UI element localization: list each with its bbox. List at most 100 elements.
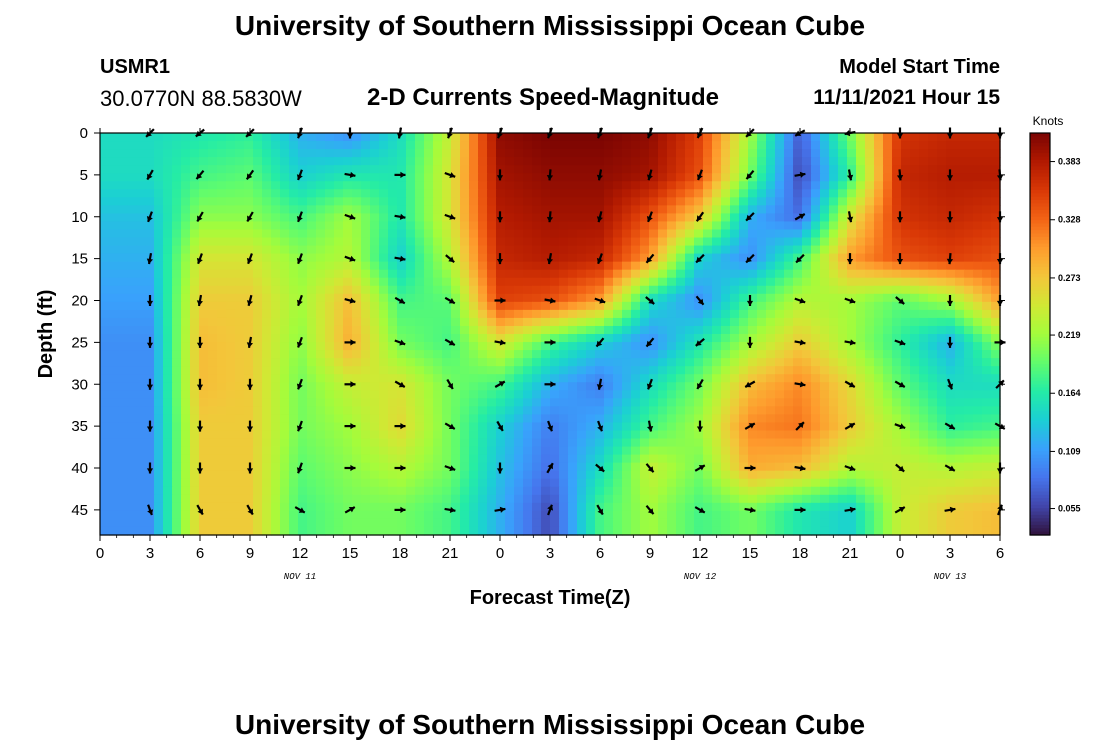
heatmap-cell — [946, 398, 956, 407]
heatmap-cell — [253, 205, 263, 214]
heatmap-cell — [163, 229, 173, 239]
heatmap-cell — [649, 213, 659, 223]
heatmap-cell — [694, 342, 704, 351]
heatmap-cell — [874, 486, 884, 496]
heatmap-cell — [424, 334, 434, 343]
heatmap-cell — [775, 285, 785, 295]
heatmap-cell — [379, 446, 389, 456]
heatmap-cell — [433, 205, 443, 214]
heatmap-cell — [433, 165, 443, 174]
heatmap-cell — [136, 277, 146, 287]
heatmap-cell — [307, 173, 317, 182]
heatmap-cell — [226, 510, 236, 520]
heatmap-cell — [829, 221, 839, 231]
heatmap-cell — [793, 189, 803, 198]
heatmap-cell — [775, 350, 785, 359]
heatmap-cell — [316, 414, 326, 424]
heatmap-cell — [181, 197, 191, 206]
heatmap-cell — [388, 422, 398, 432]
heatmap-cell — [325, 366, 335, 375]
heatmap-cell — [460, 526, 470, 536]
heatmap-cell — [964, 366, 974, 375]
heatmap-cell — [604, 189, 614, 198]
heatmap-cell — [757, 462, 767, 472]
heatmap-cell — [469, 285, 479, 295]
heatmap-cell — [244, 374, 254, 383]
heatmap-cell — [289, 189, 299, 198]
heatmap-cell — [424, 366, 434, 375]
heatmap-cell — [118, 470, 128, 480]
heatmap-cell — [784, 518, 794, 528]
heatmap-cell — [406, 462, 416, 472]
heatmap-cell — [550, 414, 560, 424]
heatmap-cell — [469, 173, 479, 182]
heatmap-cell — [658, 133, 668, 142]
heatmap-cell — [487, 245, 497, 255]
heatmap-cell — [325, 446, 335, 456]
heatmap-cell — [127, 277, 137, 287]
heatmap-cell — [559, 438, 569, 448]
heatmap-cell — [406, 430, 416, 440]
heatmap-cell — [730, 293, 740, 303]
heatmap-cell — [262, 430, 272, 440]
heatmap-cell — [208, 269, 218, 279]
heatmap-cell — [802, 213, 812, 223]
heatmap-cell — [433, 462, 443, 472]
heatmap-cell — [442, 165, 452, 174]
heatmap-cell — [946, 510, 956, 520]
heatmap-cell — [955, 269, 965, 279]
heatmap-cell — [649, 406, 659, 415]
heatmap-cell — [307, 221, 317, 231]
heatmap-cell — [208, 157, 218, 166]
heatmap-cell — [856, 253, 866, 263]
heatmap-cell — [280, 245, 290, 255]
heatmap-cell — [325, 518, 335, 528]
heatmap-cell — [604, 350, 614, 359]
heatmap-cell — [388, 398, 398, 407]
heatmap-cell — [622, 173, 632, 182]
heatmap-cell — [334, 494, 344, 504]
heatmap-cell — [973, 454, 983, 464]
heatmap-cell — [829, 245, 839, 255]
heatmap-cell — [352, 398, 362, 407]
heatmap-cell — [343, 510, 353, 520]
heatmap-cell — [595, 133, 605, 142]
heatmap-cell — [433, 221, 443, 231]
heatmap-cell — [820, 342, 830, 351]
heatmap-cell — [964, 309, 974, 319]
heatmap-cell — [190, 149, 200, 158]
heatmap-cell — [145, 438, 155, 448]
heatmap-cell — [910, 422, 920, 432]
heatmap-cell — [901, 237, 911, 247]
heatmap-cell — [901, 414, 911, 424]
heatmap-cell — [478, 526, 488, 536]
heatmap-cell — [568, 253, 578, 263]
heatmap-cell — [892, 470, 902, 480]
heatmap-cell — [361, 510, 371, 520]
heatmap-cell — [235, 197, 245, 206]
heatmap-cell — [271, 366, 281, 375]
heatmap-cell — [289, 374, 299, 383]
heatmap-cell — [316, 510, 326, 520]
heatmap-cell — [685, 197, 695, 206]
heatmap-cell — [289, 526, 299, 536]
heatmap-cell — [415, 510, 425, 520]
heatmap-cell — [109, 245, 119, 255]
heatmap-cell — [946, 366, 956, 375]
heatmap-cell — [649, 261, 659, 271]
heatmap-cell — [406, 438, 416, 448]
heatmap-cell — [109, 374, 119, 383]
heatmap-cell — [496, 133, 506, 142]
heatmap-cell — [145, 366, 155, 375]
heatmap-cell — [523, 317, 533, 327]
heatmap-cell — [874, 141, 884, 150]
heatmap-cell — [820, 317, 830, 327]
heatmap-cell — [568, 350, 578, 359]
heatmap-cell — [424, 245, 434, 255]
heatmap-cell — [910, 285, 920, 295]
heatmap-cell — [451, 390, 461, 399]
heatmap-cell — [658, 470, 668, 480]
heatmap-cell — [532, 181, 542, 190]
heatmap-cell — [397, 181, 407, 190]
heatmap-cell — [649, 301, 659, 311]
